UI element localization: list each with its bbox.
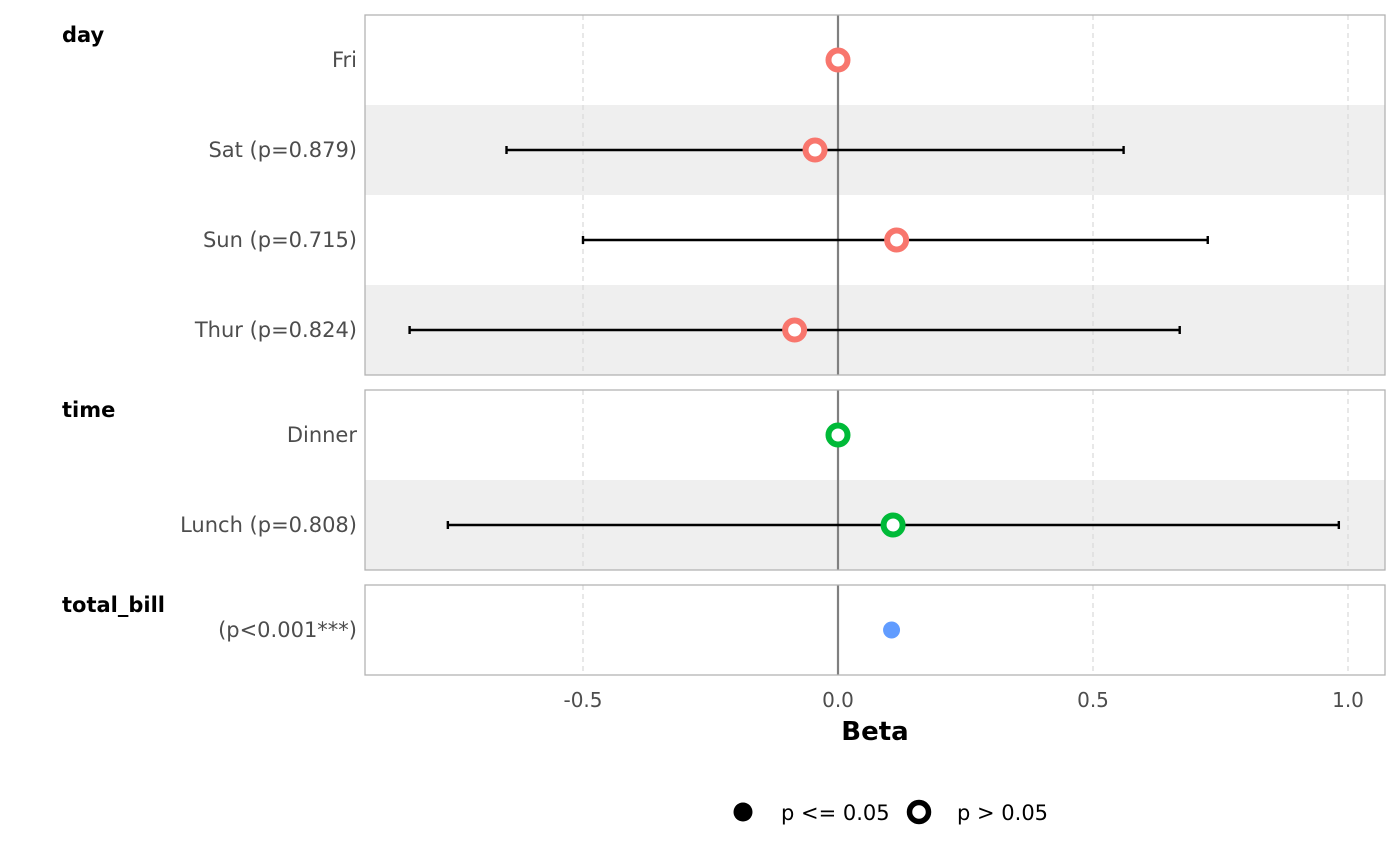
estimate-point: [802, 137, 828, 163]
row-label: Sun (p=0.715): [203, 228, 357, 252]
estimate-point: [825, 47, 851, 73]
row-label: Thur (p=0.824): [194, 318, 357, 342]
estimate-point: [880, 512, 906, 538]
legend-key-filled: [733, 802, 753, 822]
legend-label: p > 0.05: [957, 801, 1048, 825]
legend-key-hollow: [906, 799, 932, 825]
x-tick-label: 0.5: [1077, 688, 1109, 712]
legend-label: p <= 0.05: [781, 801, 890, 825]
x-tick-label: 0.0: [822, 688, 854, 712]
row-label: Dinner: [287, 423, 358, 447]
group-label: time: [62, 398, 115, 422]
group-label: total_bill: [62, 593, 165, 617]
row-label: Sat (p=0.879): [208, 138, 357, 162]
row-label: Fri: [332, 48, 357, 72]
estimate-point: [825, 422, 851, 448]
panel-border: [364, 14, 1386, 376]
estimate-point: [782, 317, 808, 343]
row-label: Lunch (p=0.808): [180, 513, 357, 537]
estimate-point: [883, 621, 901, 639]
panel-border: [364, 389, 1386, 571]
x-tick-label: 1.0: [1332, 688, 1364, 712]
row-label: (p<0.001***): [218, 618, 357, 642]
panel-border: [364, 584, 1386, 676]
x-axis-title: Beta: [841, 717, 908, 747]
group-label: day: [62, 23, 105, 47]
estimate-point: [884, 227, 910, 253]
x-tick-label: -0.5: [563, 688, 602, 712]
